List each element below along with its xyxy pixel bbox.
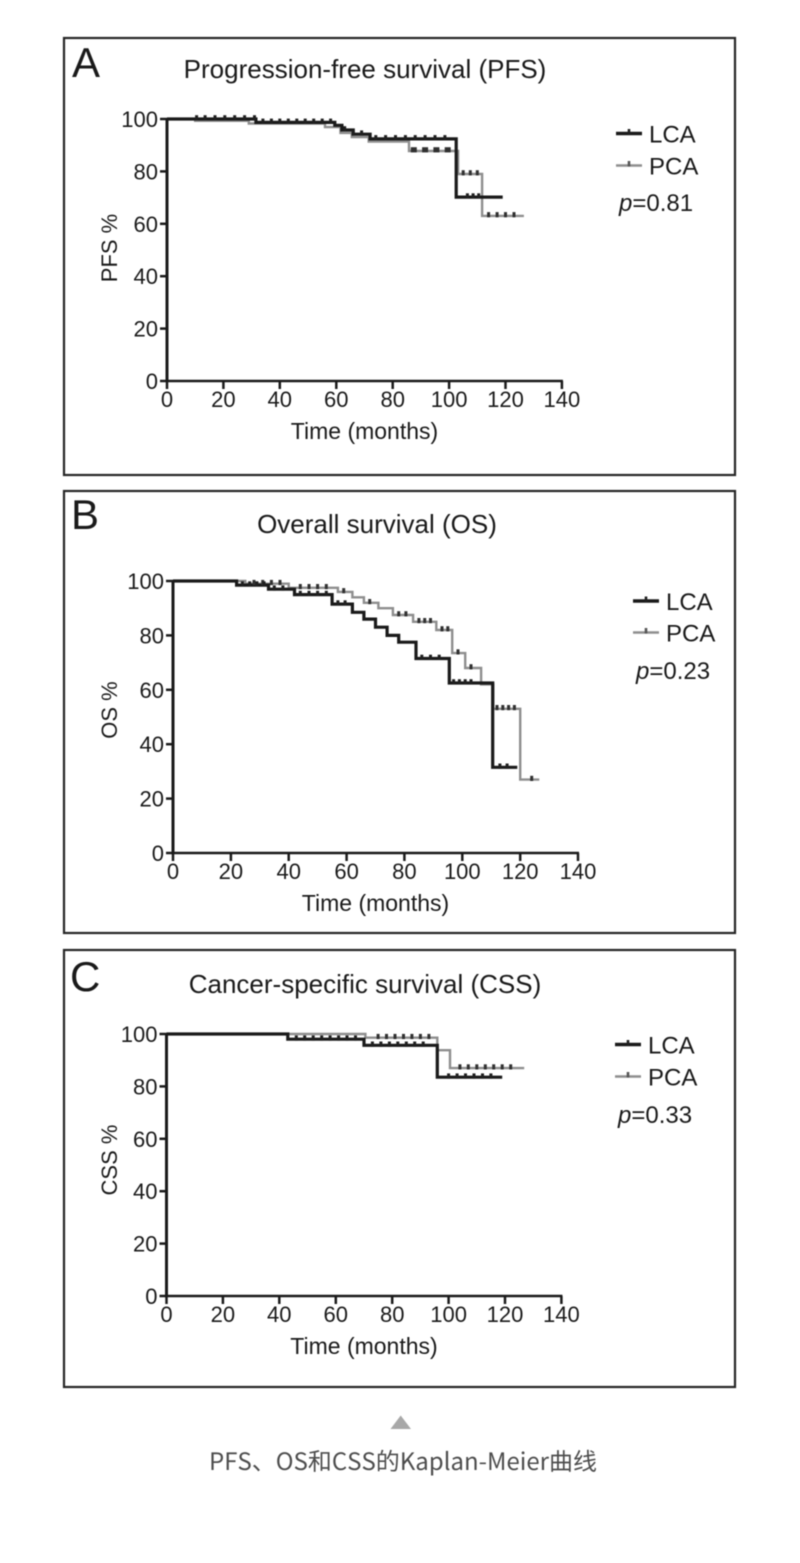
- svg-text:60: 60: [334, 859, 358, 884]
- svg-text:p=0.33: p=0.33: [617, 1102, 692, 1129]
- svg-text:LCA: LCA: [666, 589, 713, 616]
- svg-text:40: 40: [268, 387, 292, 412]
- svg-text:120: 120: [487, 1302, 524, 1327]
- svg-text:100: 100: [444, 859, 481, 884]
- svg-text:0: 0: [161, 387, 173, 412]
- svg-text:LCA: LCA: [648, 1033, 695, 1060]
- svg-text:LCA: LCA: [649, 122, 696, 149]
- svg-text:60: 60: [324, 387, 348, 412]
- svg-text:140: 140: [543, 1302, 580, 1327]
- svg-text:Progression-free survival (PFS: Progression-free survival (PFS): [184, 54, 547, 84]
- svg-text:140: 140: [560, 859, 597, 884]
- svg-text:CSS %: CSS %: [97, 1125, 122, 1196]
- svg-text:PFS %: PFS %: [97, 214, 122, 282]
- svg-text:80: 80: [380, 1302, 404, 1327]
- svg-text:Time (months): Time (months): [291, 418, 438, 444]
- svg-text:120: 120: [487, 387, 524, 412]
- svg-text:100: 100: [127, 569, 164, 594]
- svg-text:0: 0: [152, 841, 164, 866]
- svg-text:20: 20: [140, 787, 164, 812]
- svg-text:Overall survival (OS): Overall survival (OS): [257, 509, 497, 539]
- svg-text:60: 60: [134, 212, 158, 237]
- svg-text:120: 120: [502, 859, 539, 884]
- svg-text:40: 40: [276, 859, 300, 884]
- svg-text:100: 100: [431, 387, 468, 412]
- svg-text:40: 40: [134, 264, 158, 289]
- svg-text:C: C: [70, 953, 100, 1000]
- svg-text:PCA: PCA: [648, 1065, 697, 1092]
- svg-text:40: 40: [140, 732, 164, 757]
- svg-text:100: 100: [121, 107, 158, 132]
- svg-text:PCA: PCA: [666, 621, 715, 648]
- svg-text:80: 80: [380, 387, 404, 412]
- svg-text:140: 140: [544, 387, 581, 412]
- svg-text:20: 20: [211, 387, 235, 412]
- svg-text:100: 100: [121, 1022, 158, 1047]
- svg-text:p=0.23: p=0.23: [635, 658, 710, 685]
- svg-text:80: 80: [392, 859, 416, 884]
- svg-text:OS %: OS %: [97, 681, 122, 738]
- svg-text:p=0.81: p=0.81: [618, 190, 693, 217]
- svg-text:20: 20: [219, 859, 243, 884]
- svg-text:60: 60: [324, 1302, 348, 1327]
- svg-text:80: 80: [140, 623, 164, 648]
- svg-text:Time (months): Time (months): [290, 1333, 437, 1359]
- svg-text:Cancer-specific survival (CSS): Cancer-specific survival (CSS): [189, 969, 542, 999]
- svg-text:A: A: [72, 39, 100, 86]
- svg-text:20: 20: [211, 1302, 235, 1327]
- svg-text:0: 0: [145, 1284, 157, 1309]
- svg-text:Time (months): Time (months): [302, 890, 449, 916]
- svg-text:0: 0: [146, 369, 158, 394]
- svg-text:60: 60: [140, 678, 164, 703]
- svg-text:0: 0: [167, 859, 179, 884]
- svg-text:80: 80: [133, 1074, 157, 1099]
- svg-text:20: 20: [134, 317, 158, 342]
- svg-text:100: 100: [430, 1302, 467, 1327]
- svg-text:PCA: PCA: [649, 154, 698, 181]
- svg-text:20: 20: [133, 1232, 157, 1257]
- svg-text:40: 40: [133, 1179, 157, 1204]
- svg-text:0: 0: [160, 1302, 172, 1327]
- svg-text:80: 80: [134, 159, 158, 184]
- svg-text:B: B: [71, 491, 99, 538]
- svg-text:60: 60: [133, 1127, 157, 1152]
- svg-text:40: 40: [267, 1302, 291, 1327]
